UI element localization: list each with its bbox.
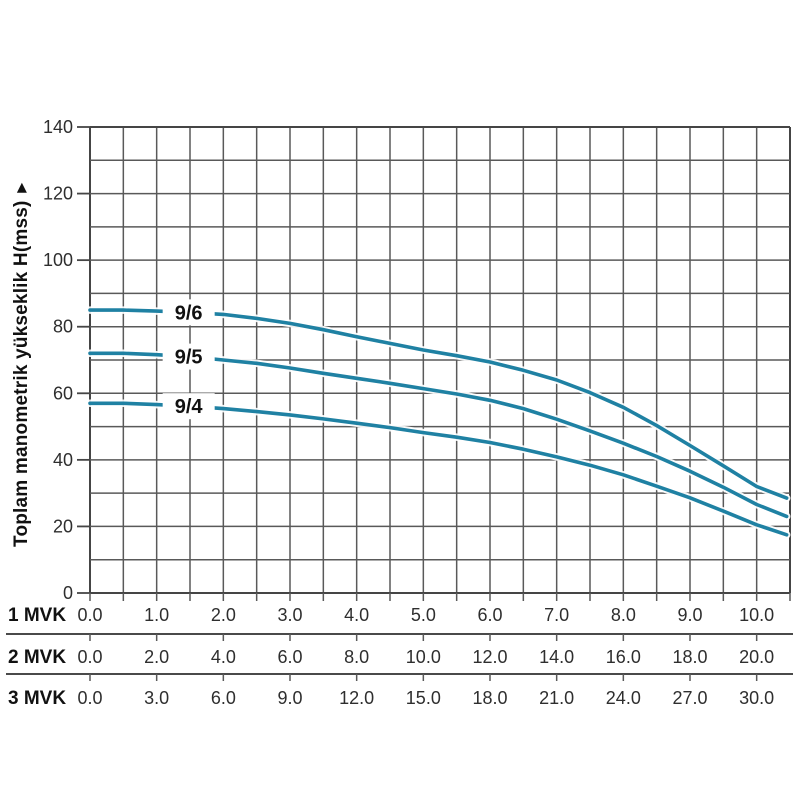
tick-label: 0.0 <box>77 605 102 625</box>
tick-label: 12.0 <box>339 688 374 708</box>
tick-label: 3.0 <box>277 605 302 625</box>
tick-label: 9.0 <box>277 688 302 708</box>
x-axis-row-label-1mvk: 1 MVK <box>8 605 67 626</box>
tick-label: 6.0 <box>211 688 236 708</box>
x-axis-row-label-2mvk: 2 MVK <box>8 647 67 668</box>
tick-label: 14.0 <box>539 647 574 667</box>
tick-label: 9/4 <box>175 396 204 418</box>
tick-label: 9/6 <box>175 302 203 324</box>
tick-label: 12.0 <box>472 647 507 667</box>
tick-label: 4.0 <box>211 647 236 667</box>
tick-label: 0.0 <box>77 647 102 667</box>
tick-label: 8.0 <box>344 647 369 667</box>
tick-label: 18.0 <box>472 688 507 708</box>
tick-label: 1.0 <box>144 605 169 625</box>
tick-label: 0.0 <box>77 688 102 708</box>
tick-label: 100 <box>43 250 73 270</box>
tick-label: 2.0 <box>211 605 236 625</box>
tick-label: 8.0 <box>611 605 636 625</box>
tick-label: 5.0 <box>411 605 436 625</box>
tick-label: 10.0 <box>739 605 774 625</box>
tick-label: 40 <box>53 450 73 470</box>
tick-label: 27.0 <box>672 688 707 708</box>
tick-label: 21.0 <box>539 688 574 708</box>
tick-label: 30.0 <box>739 688 774 708</box>
axis-direction-arrow-icon: ▶ <box>14 183 28 193</box>
x-axis-row-label-3mvk: 3 MVK <box>8 688 67 709</box>
tick-label: 3.0 <box>144 688 169 708</box>
tick-label: 0 <box>63 583 73 603</box>
tick-label: 6.0 <box>477 605 502 625</box>
tick-label: 15.0 <box>406 688 441 708</box>
tick-label: 9/5 <box>175 347 203 369</box>
curve-label-9/6: 9/6 <box>162 299 215 326</box>
tick-label: 20 <box>53 516 73 536</box>
x-axis-row-1: 0.0 1.0 2.0 3.0 4.0 5.0 6.0 7.0 8.0 9.0 10.0 <box>77 605 774 625</box>
tick-label: 60 <box>53 383 73 403</box>
tick-label: 7.0 <box>544 605 569 625</box>
axis-row-separator <box>6 633 793 641</box>
y-axis-title-text: Toplam manometrik yükseklik H(mss) <box>11 200 32 547</box>
curve-label-9/4: 9/4 <box>162 393 215 420</box>
y-axis: 0 20 40 60 80 100 120 140 <box>43 117 90 603</box>
tick-label: 6.0 <box>277 647 302 667</box>
tick-label: 24.0 <box>606 688 641 708</box>
x-axis-row-2: 0.0 2.0 4.0 6.0 8.0 10.0 12.0 14.0 16.0 18.0 20.0 <box>77 647 774 667</box>
tick-label: 16.0 <box>606 647 641 667</box>
tick-label: 140 <box>43 117 73 137</box>
tick-label: 9.0 <box>677 605 702 625</box>
axis-row-separator <box>6 673 793 681</box>
curve-label-9/5: 9/5 <box>162 343 215 370</box>
tick-label: 80 <box>53 317 73 337</box>
tick-label: 120 <box>43 184 73 204</box>
x-axis-minor-ticks <box>89 593 791 601</box>
tick-label: 4.0 <box>344 605 369 625</box>
tick-label: 2.0 <box>144 647 169 667</box>
x-axis-row-3: 0.0 3.0 6.0 9.0 12.0 15.0 18.0 21.0 24.0 27.0 30.0 <box>77 688 774 708</box>
y-axis-title: Toplam manometrik yükseklik H(mss) ▶ <box>11 183 33 547</box>
tick-label: 18.0 <box>672 647 707 667</box>
tick-label: 20.0 <box>739 647 774 667</box>
tick-label: 10.0 <box>406 647 441 667</box>
